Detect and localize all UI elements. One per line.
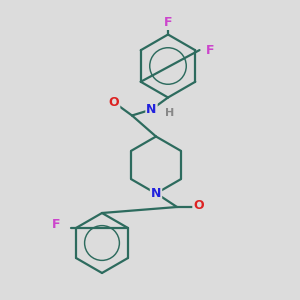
Text: O: O bbox=[109, 95, 119, 109]
Text: O: O bbox=[193, 199, 204, 212]
Text: F: F bbox=[164, 16, 172, 29]
Text: H: H bbox=[165, 108, 174, 118]
Text: F: F bbox=[52, 218, 61, 232]
Text: N: N bbox=[146, 103, 157, 116]
Text: F: F bbox=[206, 44, 214, 57]
Text: N: N bbox=[151, 187, 161, 200]
